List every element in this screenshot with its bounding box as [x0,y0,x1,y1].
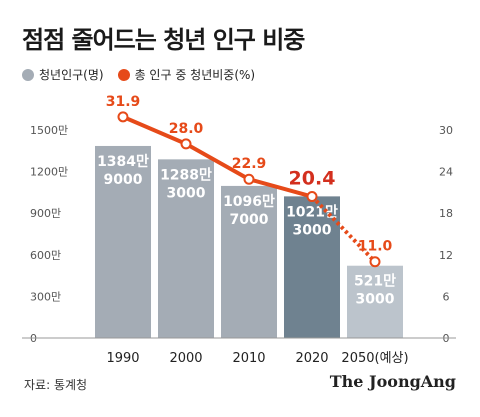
ratio-point [369,256,381,268]
left-axis-tick-label: 1200만 [30,166,68,179]
bar-value-label: 3000 [356,292,395,308]
legend-item-ratio: 총 인구 중 청년비중(%) [117,66,256,83]
x-axis-tick-label: 2020 [295,351,328,366]
ratio-point [243,173,255,185]
bar-value-label: 1096만 [223,194,275,210]
legend-item-population: 청년인구(명) [22,66,104,83]
ratio-value-label: 28.0 [169,121,204,137]
source-note: 자료: 통계청 [24,378,88,392]
bar [347,265,403,338]
x-axis-tick-label: 1990 [106,351,139,366]
x-axis-tick-label: 2050(예상) [341,351,408,366]
right-axis-tick-label: 30 [439,124,453,137]
ratio-value-label: 11.0 [358,239,393,255]
bar-value-label: 9000 [104,172,143,188]
ratio-value-label: 20.4 [289,168,336,190]
bar-value-label: 521만 [354,274,396,290]
legend-label-population: 청년인구(명) [39,68,104,82]
legend-label-ratio: 총 인구 중 청년비중(%) [134,68,256,82]
bar [158,159,214,338]
right-axis-tick-label: 24 [439,166,453,179]
right-axis-tick-label: 18 [439,207,453,220]
ratio-line [122,114,313,199]
brand-logo: The JoongAng [329,372,456,391]
legend-marker-ratio [117,68,130,81]
legend-marker-population [22,68,34,81]
right-axis-tick-label: 12 [439,249,453,262]
ratio-point [306,191,318,203]
bar [221,185,277,338]
bar-value-label: 1288만 [160,167,212,183]
bar [95,145,151,338]
ratio-value-label: 22.9 [232,156,267,172]
left-axis-tick-label: 900만 [30,207,61,220]
x-axis-tick-label: 2000 [169,351,202,366]
bar-value-label: 3000 [293,222,332,238]
left-axis-tick-label: 1500만 [30,124,68,137]
right-axis-tick-label: 6 [443,290,450,303]
ratio-value-label: 31.9 [106,94,141,110]
left-axis-tick-label: 600만 [30,249,61,262]
ratio-point [180,138,192,150]
ratio-point [117,111,129,123]
left-axis-tick-label: 300만 [30,290,61,303]
bar-value-label: 1021만 [286,204,338,220]
bar-value-label: 3000 [167,185,206,201]
bar [284,196,340,338]
bar-value-label: 1384만 [97,154,149,170]
page-title: 점점 줄어드는 청년 인구 비중 [22,26,305,54]
legend: 청년인구(명) 총 인구 중 청년비중(%) [22,66,255,83]
bar-value-label: 7000 [230,212,269,228]
x-axis-tick-label: 2010 [232,351,265,366]
